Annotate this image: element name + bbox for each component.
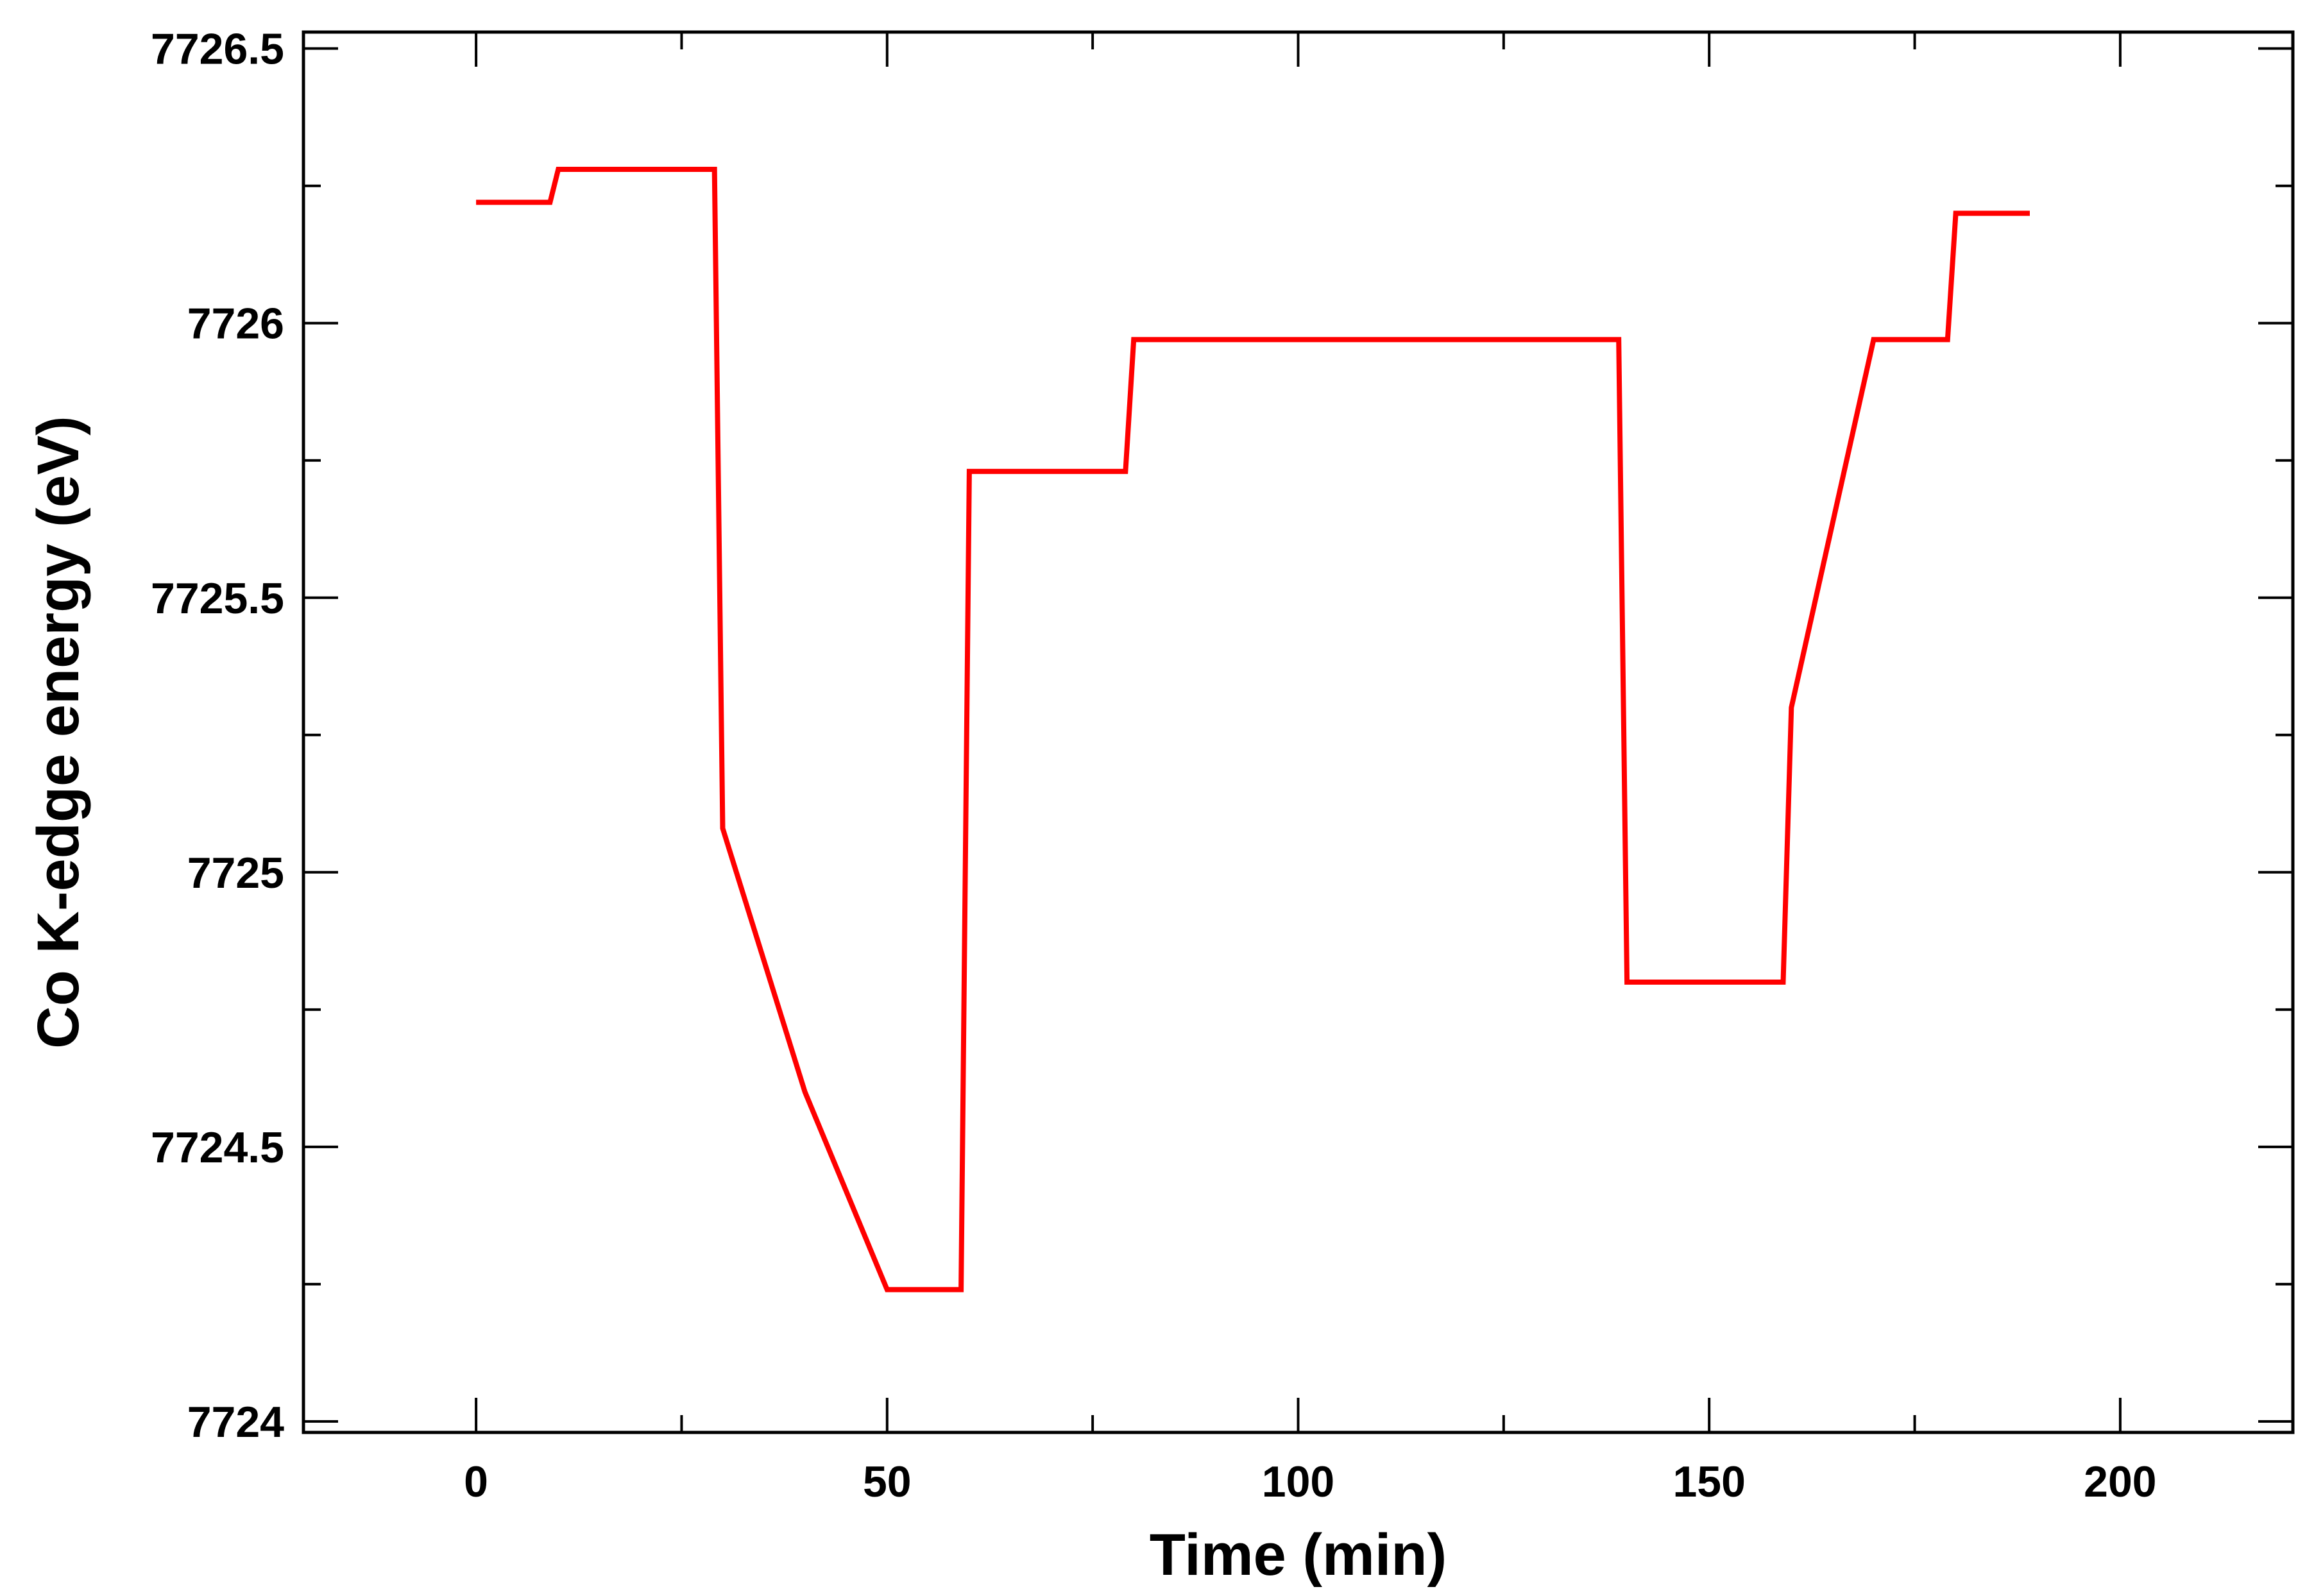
x-tick-label: 200 bbox=[2084, 1457, 2156, 1506]
y-axis-title: Co K-edge energy (eV) bbox=[26, 416, 91, 1049]
y-tick-label: 7725.5 bbox=[151, 574, 284, 623]
y-tick-label: 7726.5 bbox=[151, 25, 284, 74]
x-tick-label: 50 bbox=[863, 1457, 912, 1506]
axis-ticks bbox=[303, 32, 2293, 1432]
y-tick-label: 7726 bbox=[187, 300, 284, 348]
series-line-1 bbox=[476, 167, 2030, 1293]
x-axis-title: Time (min) bbox=[1150, 1522, 1447, 1588]
series-group bbox=[476, 167, 2030, 1293]
x-tick-labels: 0 50 100 150 200 bbox=[464, 1457, 2156, 1506]
y-tick-labels: 7724 7724.5 7725 7725.5 7726 7726.5 bbox=[151, 25, 284, 1447]
y-tick-label: 7724.5 bbox=[151, 1123, 284, 1172]
x-tick-label: 100 bbox=[1262, 1457, 1334, 1506]
y-tick-label: 7725 bbox=[187, 849, 284, 897]
y-tick-label: 7724 bbox=[187, 1398, 284, 1447]
x-tick-label: 150 bbox=[1672, 1457, 1745, 1506]
plot-frame bbox=[302, 30, 2295, 1434]
x-tick-label: 0 bbox=[464, 1457, 488, 1506]
